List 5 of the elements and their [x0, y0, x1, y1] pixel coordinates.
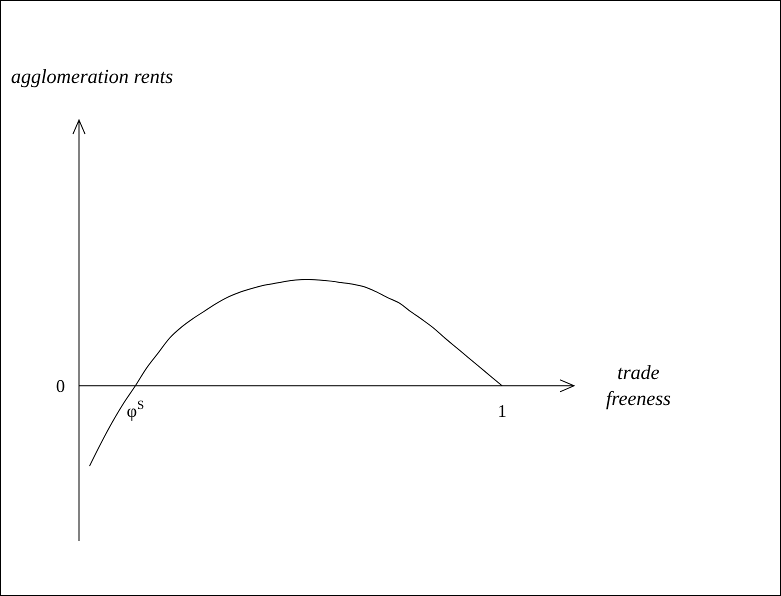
x-tick-label: 1: [498, 400, 507, 421]
x-axis-title: trade freeness: [606, 362, 672, 410]
text: agglomeration rents: [11, 66, 174, 88]
text: 0: [56, 376, 65, 396]
x-tick-label: φ$^{S}$: [126, 398, 144, 421]
